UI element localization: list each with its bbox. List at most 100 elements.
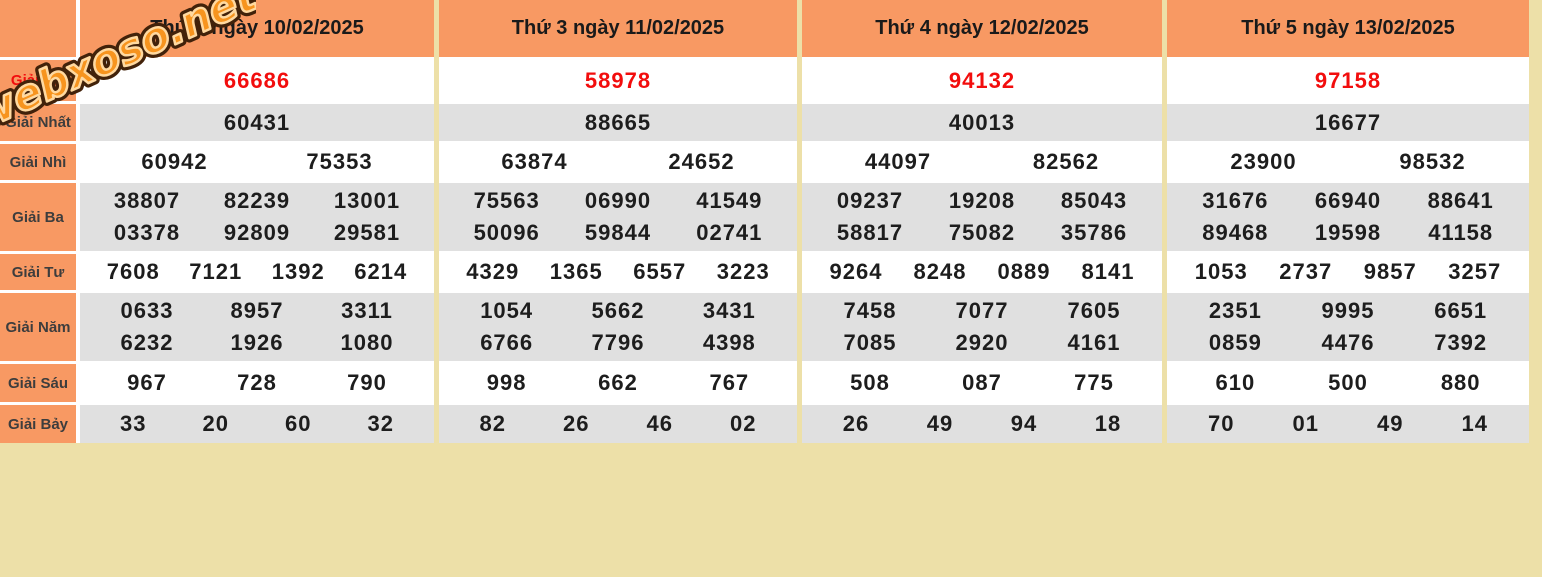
date-column-1: Thứ 2 ngày 10/02/2025 66686 60431 60942 7535…: [80, 0, 434, 443]
result-line: 26 49 94 18: [802, 410, 1162, 438]
result-number: 3223: [716, 259, 770, 285]
result-number: 50096: [473, 220, 540, 246]
prize-label-giai-sau: Giải Sáu: [0, 364, 76, 402]
prize-label-giai-nhi: Giải Nhì: [0, 144, 76, 180]
result-cell-giai-db: 94132: [802, 60, 1162, 101]
result-number: 2737: [1279, 259, 1333, 285]
result-number: 7458: [843, 298, 897, 324]
result-line: 94132: [802, 67, 1162, 95]
result-number: 58817: [836, 220, 904, 246]
result-number: 3431: [702, 298, 756, 324]
result-number: 88641: [1427, 188, 1494, 214]
result-line: 82 26 46 02: [439, 410, 797, 438]
result-cell-giai-nhat: 16677: [1167, 104, 1529, 141]
result-cell-giai-nam: 7458 7077 7605 7085 2920 4161: [802, 293, 1162, 361]
result-number: 790: [347, 370, 387, 396]
result-number: 6651: [1434, 298, 1488, 324]
result-number: 06990: [584, 188, 652, 214]
result-cell-giai-ba: 31676 66940 88641 89468 19598 41158: [1167, 183, 1529, 251]
result-number: 03378: [113, 220, 181, 246]
result-cell-giai-nhat: 88665: [439, 104, 797, 141]
prize-label-giai-nam: Giải Năm: [0, 293, 76, 361]
result-number: 63874: [501, 149, 568, 175]
date-column-3: Thứ 4 ngày 12/02/2025 94132 40013 44097 8256…: [802, 0, 1162, 443]
result-number: 4476: [1321, 330, 1375, 356]
result-number: 7121: [189, 259, 243, 285]
result-number: 662: [598, 370, 638, 396]
result-line: 508 087 775: [802, 369, 1162, 397]
result-number: 23900: [1230, 149, 1297, 175]
result-cell-giai-nhi: 63874 24652: [439, 144, 797, 180]
date-header-1: Thứ 2 ngày 10/02/2025: [80, 0, 434, 57]
label-column-divider: [76, 0, 80, 443]
result-line: 610 500 880: [1167, 369, 1529, 397]
result-number: 46: [646, 411, 673, 437]
result-line: 4329 1365 6557 3223: [439, 258, 797, 286]
result-cell-giai-tu: 1053 2737 9857 3257: [1167, 254, 1529, 290]
result-cell-giai-nam: 2351 9995 6651 0859 4476 7392: [1167, 293, 1529, 361]
result-number: 98532: [1399, 149, 1466, 175]
result-number: 1392: [271, 259, 325, 285]
result-line: 16677: [1167, 109, 1529, 137]
result-number: 8248: [913, 259, 967, 285]
result-number: 6557: [633, 259, 687, 285]
result-number: 89468: [1202, 220, 1269, 246]
corner-cell: [0, 0, 76, 57]
prize-label-column: Giải ĐB Giải Nhất Giải Nhì Giải Ba Giải Tư Gi…: [0, 0, 76, 443]
result-number: 24652: [668, 149, 735, 175]
result-number: 1080: [340, 330, 394, 356]
result-number: 02: [730, 411, 757, 437]
result-number: 508: [850, 370, 890, 396]
result-line: 2351 9995 6651: [1167, 297, 1529, 325]
result-number: 60: [285, 411, 312, 437]
result-number: 92809: [223, 220, 291, 246]
result-number: 20: [202, 411, 229, 437]
result-number: 88665: [584, 109, 652, 135]
result-number: 44097: [864, 149, 932, 175]
result-number: 75563: [473, 188, 540, 214]
result-number: 41549: [696, 188, 763, 214]
result-line: 0859 4476 7392: [1167, 329, 1529, 357]
result-number: 2351: [1208, 298, 1262, 324]
result-number: 880: [1440, 370, 1481, 396]
result-number: 31676: [1202, 188, 1269, 214]
date-header-4: Thứ 5 ngày 13/02/2025: [1167, 0, 1529, 57]
result-number: 60942: [141, 149, 208, 175]
result-cell-giai-sau: 967 728 790: [80, 364, 434, 402]
result-line: 967 728 790: [80, 369, 434, 397]
result-line: 998 662 767: [439, 369, 797, 397]
result-number: 500: [1328, 370, 1368, 396]
result-line: 40013: [802, 109, 1162, 137]
date-header-3: Thứ 4 ngày 12/02/2025: [802, 0, 1162, 57]
result-number: 70: [1208, 411, 1235, 437]
result-number: 40013: [948, 109, 1016, 135]
result-number: 7605: [1067, 298, 1121, 324]
result-cell-giai-bay: 70 01 49 14: [1167, 405, 1529, 443]
result-line: 38807 82239 13001: [80, 187, 434, 215]
date-header-2: Thứ 3 ngày 11/02/2025: [439, 0, 797, 57]
result-cell-giai-ba: 38807 82239 13001 03378 92809 29581: [80, 183, 434, 251]
result-cell-giai-ba: 75563 06990 41549 50096 59844 02741: [439, 183, 797, 251]
result-number: 94132: [948, 67, 1016, 93]
result-number: 26: [842, 411, 870, 437]
result-line: 88665: [439, 109, 797, 137]
result-number: 33: [120, 411, 147, 437]
result-number: 728: [237, 370, 277, 396]
result-number: 82: [479, 411, 506, 437]
result-cell-giai-nam: 0633 8957 3311 6232 1926 1080: [80, 293, 434, 361]
result-line: 09237 19208 85043: [802, 187, 1162, 215]
result-number: 4329: [466, 259, 520, 285]
prize-label-giai-bay: Giải Bảy: [0, 405, 76, 443]
results-board: Giải ĐB Giải Nhất Giải Nhì Giải Ba Giải Tư Gi…: [0, 0, 1529, 443]
result-line: 1053 2737 9857 3257: [1167, 258, 1529, 286]
result-number: 75353: [306, 149, 373, 175]
result-number: 60431: [223, 109, 291, 135]
result-number: 9264: [829, 259, 883, 285]
result-number: 7085: [843, 330, 897, 356]
result-number: 610: [1215, 370, 1256, 396]
result-cell-giai-nhi: 60942 75353: [80, 144, 434, 180]
result-line: 31676 66940 88641: [1167, 187, 1529, 215]
result-number: 16677: [1314, 109, 1382, 135]
result-line: 50096 59844 02741: [439, 219, 797, 247]
result-line: 03378 92809 29581: [80, 219, 434, 247]
